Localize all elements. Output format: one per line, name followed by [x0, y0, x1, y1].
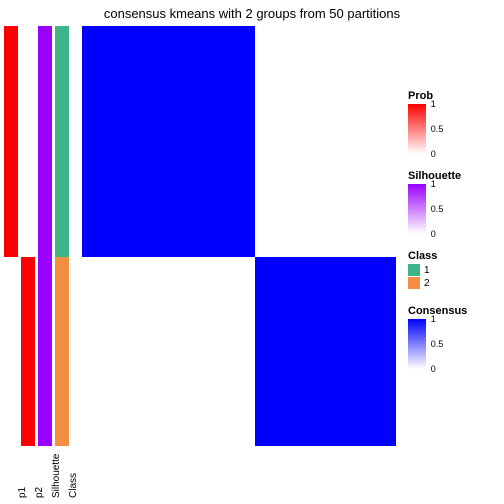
ann-col-p2	[21, 26, 35, 446]
legends-panel: Prob 1 0.5 0 Silhouette 1 0.5 0 Class 1 2 Con…	[408, 90, 498, 385]
legend-prob: Prob 10.50	[408, 90, 498, 154]
heatmap-block	[255, 257, 396, 446]
ann-segment	[38, 26, 52, 446]
legend-tick: 0.5	[431, 124, 444, 134]
legend-tick: 0	[431, 364, 436, 374]
legend-prob-gradient	[408, 104, 426, 154]
heatmap-block	[82, 26, 255, 257]
x-axis-label: p2	[34, 487, 45, 498]
legend-tick: 0	[431, 149, 436, 159]
legend-tick: 1	[431, 314, 436, 324]
legend-tick: 1	[431, 99, 436, 109]
consensus-heatmap	[82, 26, 396, 446]
legend-swatch-label: 2	[424, 278, 430, 289]
ann-segment	[4, 26, 18, 257]
ann-segment	[55, 257, 69, 446]
legend-tick: 1	[431, 179, 436, 189]
x-axis-labels: p1 p2 Silhouette Class	[4, 450, 396, 500]
legend-class-item: 1	[408, 264, 498, 276]
legend-swatch	[408, 277, 420, 289]
legend-consensus-title: Consensus	[408, 305, 498, 317]
ann-col-silhouette	[38, 26, 52, 446]
legend-class-item: 2	[408, 277, 498, 289]
ann-segment	[55, 26, 69, 257]
ann-col-p1	[4, 26, 18, 446]
ann-col-class	[55, 26, 69, 446]
legend-consensus: Consensus 10.50	[408, 305, 498, 369]
legend-tick: 0.5	[431, 339, 444, 349]
legend-tick: 0	[431, 229, 436, 239]
page-title: consensus kmeans with 2 groups from 50 p…	[0, 6, 504, 21]
plot-area	[4, 26, 396, 446]
legend-silhouette-title: Silhouette	[408, 170, 498, 182]
ann-segment	[4, 257, 18, 446]
legend-prob-title: Prob	[408, 90, 498, 102]
legend-consensus-gradient	[408, 319, 426, 369]
x-axis-label: Silhouette	[51, 454, 62, 498]
legend-class-title: Class	[408, 250, 498, 262]
legend-silhouette-gradient	[408, 184, 426, 234]
legend-swatch	[408, 264, 420, 276]
x-axis-label: Class	[68, 473, 79, 498]
x-axis-label: p1	[17, 487, 28, 498]
ann-segment	[21, 26, 35, 257]
legend-class: Class 1 2	[408, 250, 498, 289]
legend-swatch-label: 1	[424, 265, 430, 276]
legend-tick: 0.5	[431, 204, 444, 214]
ann-segment	[21, 257, 35, 446]
legend-silhouette: Silhouette 10.50	[408, 170, 498, 234]
